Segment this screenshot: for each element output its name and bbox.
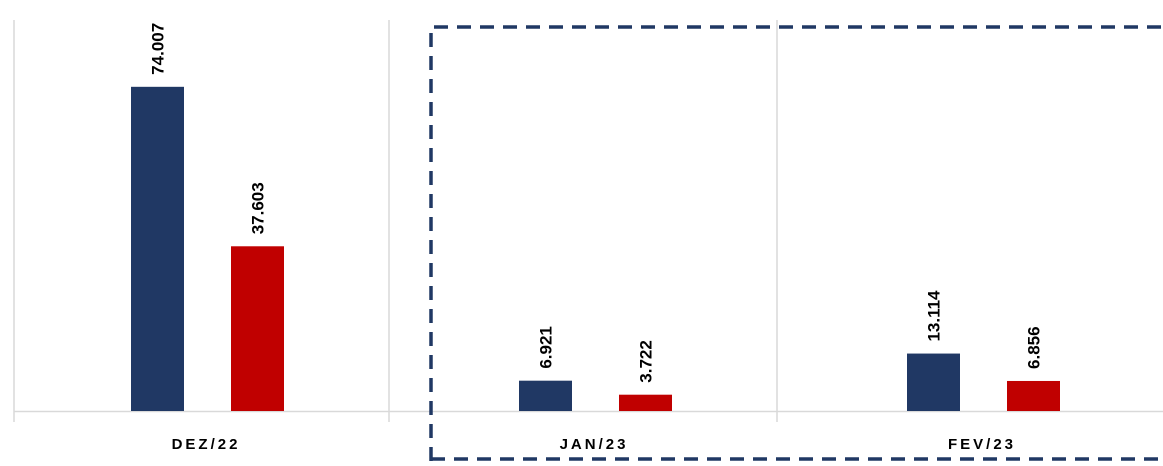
x-tick-label: FEV/23 [948, 436, 1016, 453]
x-tick-label: DEZ/22 [172, 436, 241, 453]
data-label: 6.921 [537, 326, 556, 369]
bar-fev-23-series-2 [1007, 380, 1060, 411]
bar-jan-23-series-1 [519, 380, 572, 411]
bar-jan-23-series-2 [619, 394, 672, 411]
data-label: 74.007 [149, 23, 168, 75]
data-label: 13.114 [925, 290, 944, 342]
data-label: 3.722 [637, 340, 656, 383]
bar-fev-23-series-1 [907, 353, 960, 411]
highlight-box [429, 25, 1163, 461]
data-label: 37.603 [249, 182, 268, 234]
x-tick-label: JAN/23 [560, 436, 629, 453]
bar-dez-22-series-2 [231, 246, 284, 411]
bar-dez-22-series-1 [131, 86, 184, 411]
data-label: 6.856 [1025, 326, 1044, 369]
